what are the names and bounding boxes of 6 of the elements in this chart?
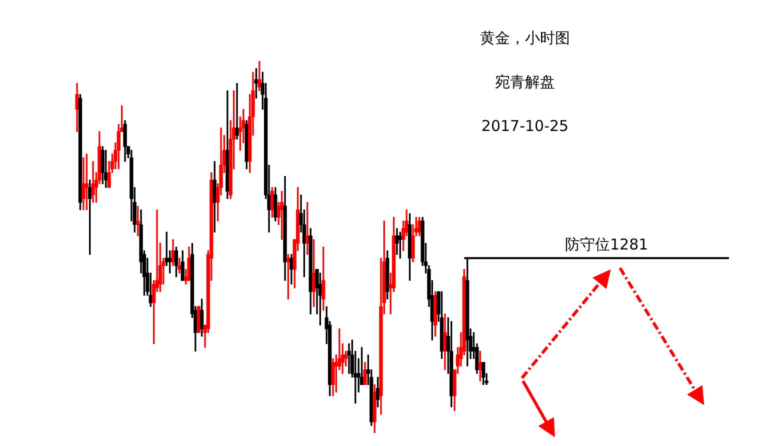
candlestick xyxy=(235,82,239,140)
text: 黄金，小时图 xyxy=(479,29,571,48)
text: 宛青解盘 xyxy=(494,73,556,92)
annotation: 2017-10-25 xyxy=(480,117,570,135)
candlestick xyxy=(347,343,351,374)
ref-line-label: 防守位1281 xyxy=(564,236,648,254)
